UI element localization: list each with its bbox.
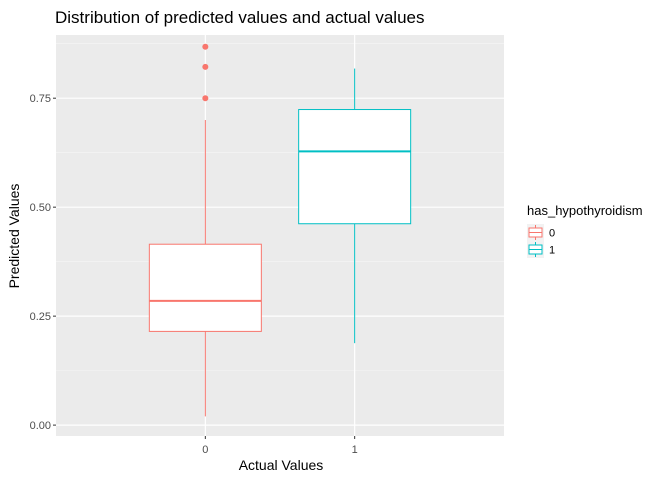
y-tick-label: 0.00 — [30, 420, 51, 432]
minor-gridlines — [56, 43, 504, 371]
y-axis-title: Predicted Values — [6, 184, 22, 289]
legend-item-1: 1 — [527, 241, 555, 258]
box-iqr — [298, 109, 412, 225]
x-tick-label: 1 — [352, 444, 358, 456]
plot-panel — [56, 35, 504, 436]
chart-title: Distribution of predicted values and act… — [55, 8, 425, 27]
legend-label: 1 — [549, 245, 555, 257]
boxes — [148, 43, 412, 417]
x-tick-label: 0 — [202, 444, 208, 456]
box-group-0 — [148, 43, 262, 417]
y-tick-label: 0.50 — [30, 202, 51, 214]
y-tick-label: 0.75 — [30, 93, 51, 105]
legend-label: 0 — [549, 228, 555, 240]
box-group-1 — [298, 68, 412, 344]
legend-item-0: 0 — [527, 224, 555, 241]
outlier-point — [202, 63, 209, 70]
legend: has_hypothyroidism 0 1 — [527, 203, 643, 258]
outlier-point — [202, 43, 209, 50]
x-axis-title: Actual Values — [239, 457, 324, 473]
y-axis: 0.00 0.25 0.50 0.75 — [30, 93, 56, 432]
legend-title: has_hypothyroidism — [527, 203, 643, 218]
box-iqr — [148, 243, 262, 332]
outlier-point — [202, 95, 209, 102]
y-tick-label: 0.25 — [30, 311, 51, 323]
